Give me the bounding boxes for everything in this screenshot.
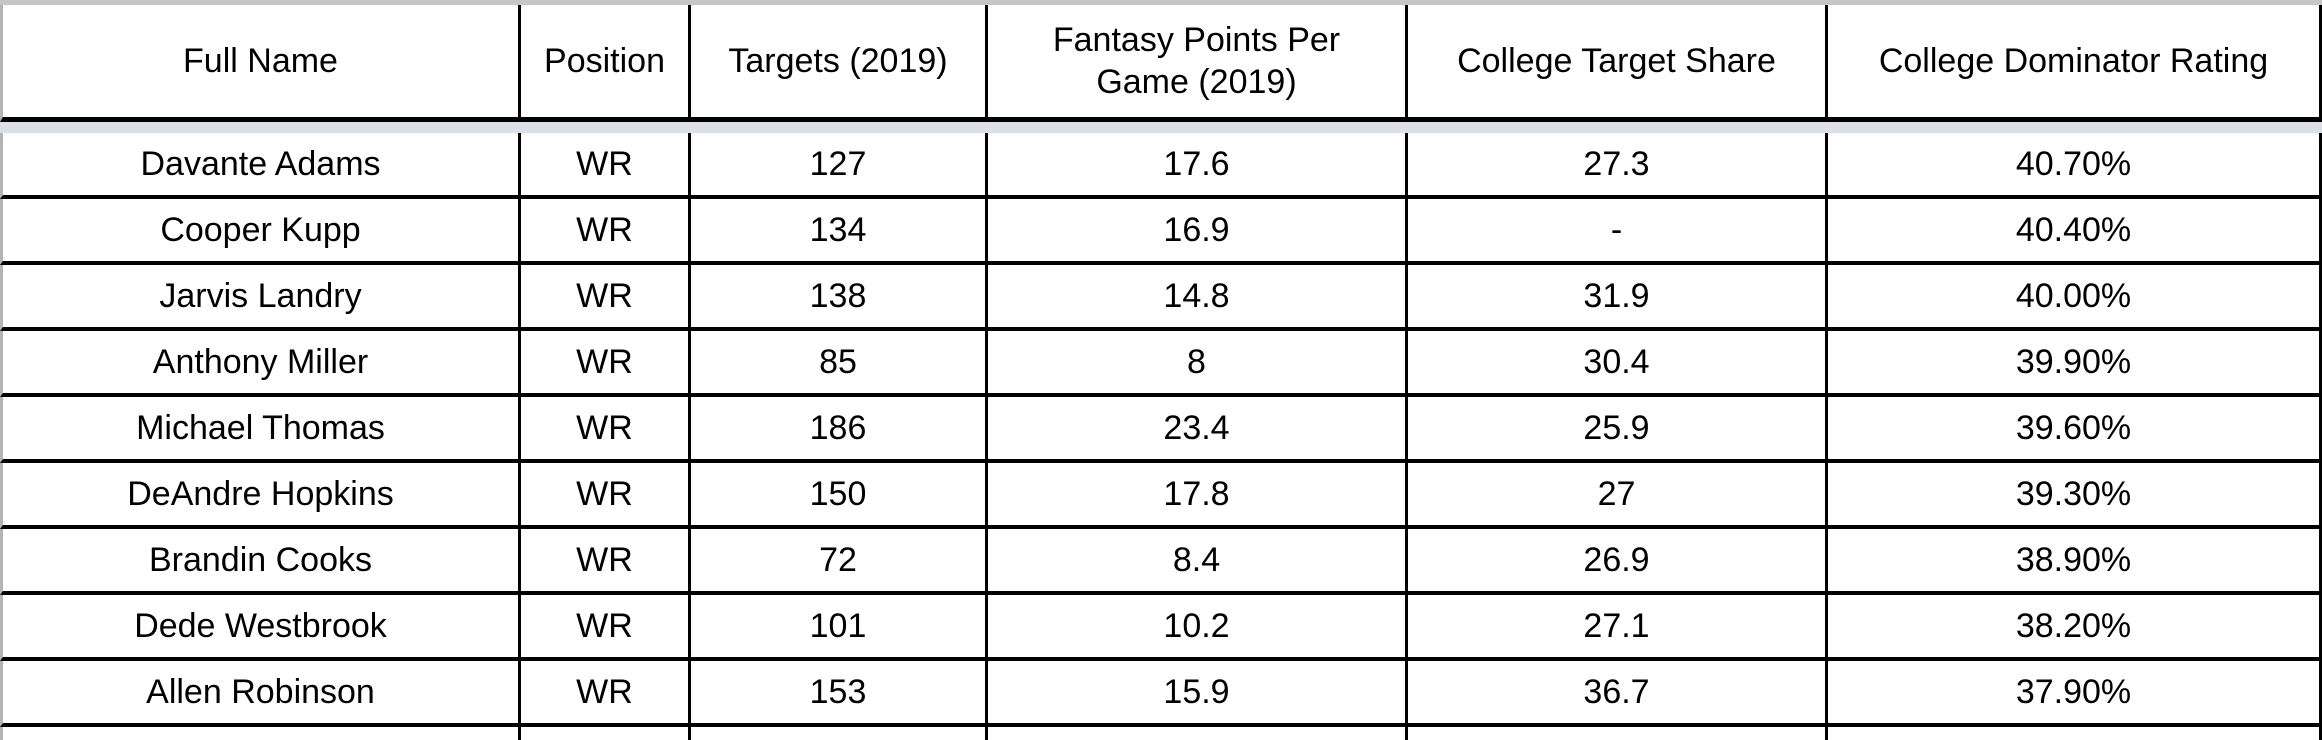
table-cell[interactable]: 10.2 — [988, 595, 1408, 657]
table-cell[interactable]: 27.3 — [1408, 133, 1828, 195]
table-cell[interactable]: 16.9 — [988, 199, 1408, 261]
table-cell[interactable]: 39.30% — [1828, 463, 2322, 525]
table-cell[interactable]: 127 — [691, 133, 988, 195]
table-cell[interactable]: 17.8 — [988, 463, 1408, 525]
table-cell[interactable] — [521, 727, 691, 740]
frozen-row-divider — [0, 122, 2322, 133]
table-row: DeAndre Hopkins WR 150 17.8 27 39.30% — [0, 463, 2322, 529]
table-cell[interactable]: WR — [521, 463, 691, 525]
table-cell[interactable]: 37.90% — [1828, 661, 2322, 723]
table-cell[interactable] — [1408, 727, 1828, 740]
table-cell[interactable]: WR — [521, 595, 691, 657]
table-row: Allen Robinson WR 153 15.9 36.7 37.90% — [0, 661, 2322, 727]
table-cell[interactable] — [691, 727, 988, 740]
top-divider — [0, 0, 2322, 5]
table-row: Jarvis Landry WR 138 14.8 31.9 40.00% — [0, 265, 2322, 331]
table-cell[interactable]: 72 — [691, 529, 988, 591]
table-cell[interactable]: 40.70% — [1828, 133, 2322, 195]
table-row: Cooper Kupp WR 134 16.9-40.40% — [0, 199, 2322, 265]
table-cell[interactable]: 134 — [691, 199, 988, 261]
table-cell[interactable] — [1828, 727, 2322, 740]
table-cell[interactable]: Allen Robinson — [3, 661, 521, 723]
table-cell[interactable]: WR — [521, 661, 691, 723]
column-header-college-dominator-rating[interactable]: College Dominator Rating — [1828, 5, 2322, 117]
column-header-targets-2019[interactable]: Targets (2019) — [691, 5, 988, 117]
table-cell[interactable]: 8.4 — [988, 529, 1408, 591]
table-cell[interactable]: Cooper Kupp — [3, 199, 521, 261]
table-cell[interactable]: 31.9 — [1408, 265, 1828, 327]
table-row: Brandin Cooks WR 72 8.4 26.9 38.90% — [0, 529, 2322, 595]
table-cell[interactable]: 138 — [691, 265, 988, 327]
table-row: Dede Westbrook WR 101 10.2 27.1 38.20% — [0, 595, 2322, 661]
column-header-fantasy-ppg-2019[interactable]: Fantasy Points Per Game (2019) — [988, 5, 1408, 117]
table-cell[interactable]: 38.90% — [1828, 529, 2322, 591]
table-cell[interactable] — [3, 727, 521, 740]
table-cell[interactable]: 15.9 — [988, 661, 1408, 723]
partial-row — [0, 727, 2322, 740]
table-cell[interactable]: 14.8 — [988, 265, 1408, 327]
table-cell[interactable]: 30.4 — [1408, 331, 1828, 393]
table-row: Anthony Miller WR 85 8 30.4 39.90% — [0, 331, 2322, 397]
table-cell[interactable]: Anthony Miller — [3, 331, 521, 393]
table-cell[interactable]: 27.1 — [1408, 595, 1828, 657]
table-cell[interactable]: WR — [521, 265, 691, 327]
table-cell[interactable]: Brandin Cooks — [3, 529, 521, 591]
table-cell[interactable]: 40.40% — [1828, 199, 2322, 261]
table-body: Davante Adams WR 127 17.6 27.3 40.70% Cooper K… — [0, 133, 2322, 727]
column-header-full-name[interactable]: Full Name — [3, 5, 521, 117]
table-cell[interactable]: 17.6 — [988, 133, 1408, 195]
table-row: Davante Adams WR 127 17.6 27.3 40.70% — [0, 133, 2322, 199]
table-cell[interactable] — [988, 727, 1408, 740]
table-cell[interactable]: WR — [521, 397, 691, 459]
table-cell[interactable]: 153 — [691, 661, 988, 723]
table-cell[interactable]: WR — [521, 331, 691, 393]
table-row: Michael Thomas WR 186 23.4 25.9 39.60% — [0, 397, 2322, 463]
column-header-position[interactable]: Position — [521, 5, 691, 117]
column-header-college-target-share[interactable]: College Target Share — [1408, 5, 1828, 117]
table-cell[interactable]: 85 — [691, 331, 988, 393]
table-cell[interactable]: WR — [521, 529, 691, 591]
table-cell[interactable]: Dede Westbrook — [3, 595, 521, 657]
table-cell[interactable]: 150 — [691, 463, 988, 525]
table-cell[interactable]: 27 — [1408, 463, 1828, 525]
table-cell[interactable]: WR — [521, 199, 691, 261]
table-cell[interactable]: WR — [521, 133, 691, 195]
table-cell[interactable]: 38.20% — [1828, 595, 2322, 657]
table-cell[interactable]: - — [1408, 199, 1828, 261]
table-cell[interactable]: 39.60% — [1828, 397, 2322, 459]
table-cell[interactable]: Jarvis Landry — [3, 265, 521, 327]
table-cell[interactable]: Michael Thomas — [3, 397, 521, 459]
table-cell[interactable]: 23.4 — [988, 397, 1408, 459]
table-cell[interactable]: 40.00% — [1828, 265, 2322, 327]
table-cell[interactable]: 39.90% — [1828, 331, 2322, 393]
table-cell[interactable]: 101 — [691, 595, 988, 657]
table-cell[interactable]: 25.9 — [1408, 397, 1828, 459]
table-cell[interactable]: DeAndre Hopkins — [3, 463, 521, 525]
table-cell[interactable]: 26.9 — [1408, 529, 1828, 591]
table-cell[interactable]: 36.7 — [1408, 661, 1828, 723]
table-cell[interactable]: Davante Adams — [3, 133, 521, 195]
table-cell[interactable]: 186 — [691, 397, 988, 459]
table-header-row: Full Name Position Targets (2019) Fantas… — [0, 5, 2322, 122]
table-cell[interactable]: 8 — [988, 331, 1408, 393]
